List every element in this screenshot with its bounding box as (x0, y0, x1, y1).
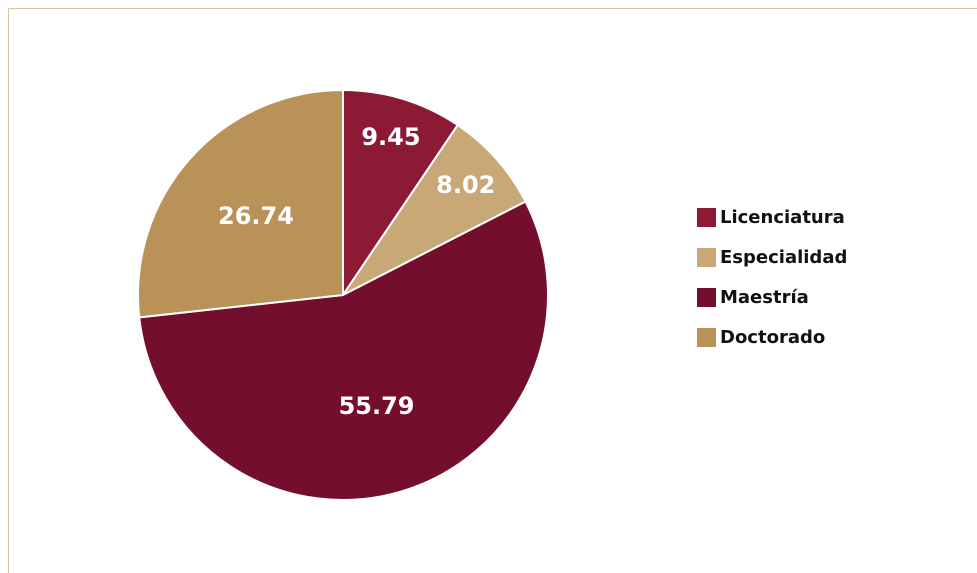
value-label: 8.02 (436, 171, 495, 199)
value-label: 26.74 (218, 202, 294, 230)
pie-slice (342, 123, 527, 296)
legend-label: Licenciatura (720, 207, 845, 228)
legend-swatch (697, 248, 716, 267)
legend-label: Doctorado (720, 327, 825, 348)
legend-swatch (697, 288, 716, 307)
pie-slice (138, 200, 549, 501)
legend-label: Maestría (720, 287, 809, 308)
legend-label: Especialidad (720, 247, 847, 268)
value-label: 9.45 (361, 123, 420, 151)
legend-swatch (697, 208, 716, 227)
legend-swatch (697, 328, 716, 347)
value-label: 55.79 (339, 392, 415, 420)
pie-slice (137, 88, 344, 319)
pie-slice (342, 88, 460, 299)
